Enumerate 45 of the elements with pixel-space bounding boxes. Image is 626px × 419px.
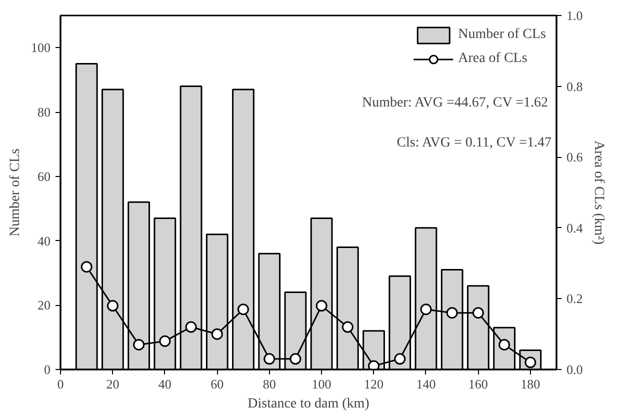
x-tick-label: 0 [57, 376, 64, 392]
point [264, 353, 276, 365]
point [316, 300, 328, 312]
annotation: Number: AVG =44.67, CV =1.62 [362, 96, 548, 110]
annotation: Cls: AVG = 0.11, CV =1.47 [396, 136, 552, 150]
y-tick-label: 80 [38, 104, 50, 120]
x-tick-label: 140 [416, 376, 436, 392]
x-tick-label: 20 [106, 376, 120, 392]
point [420, 304, 432, 316]
y2-tick-label: 0.0 [566, 362, 583, 377]
y-tick-label: 0 [44, 362, 50, 377]
y2-tick-label: 0.6 [566, 150, 584, 165]
point [394, 353, 406, 365]
legend-label: Area of CLs [458, 51, 528, 67]
y-tick-label: 60 [38, 168, 50, 184]
point [472, 307, 484, 319]
x-tick-label: 160 [468, 376, 488, 392]
point [342, 321, 354, 333]
x-tick-label: 40 [158, 376, 172, 392]
y2-tick-label: 0.8 [566, 78, 583, 94]
point [446, 307, 458, 319]
y-axis-title: Number of CLs [8, 148, 23, 236]
y2-tick-label: 0.2 [566, 291, 583, 306]
x-axis-title: Distance to dam (km) [248, 396, 370, 412]
point [237, 304, 249, 316]
x-tick-label: 120 [364, 376, 384, 392]
x-tick-label: 80 [262, 376, 276, 392]
y-tick-label: 20 [38, 298, 50, 313]
y-tick-label: 100 [31, 40, 50, 56]
y2-axis-title: Area of CLs (km²) [590, 140, 606, 245]
y2-tick-label: 0.4 [566, 220, 584, 236]
x-tick-label: 180 [520, 376, 540, 392]
point [80, 261, 92, 273]
legend-label: Number of CLs [458, 27, 546, 43]
y-tick-label: 40 [38, 233, 50, 248]
point [106, 300, 118, 312]
x-tick-label: 60 [210, 376, 224, 392]
x-tick-label: 100 [312, 376, 332, 392]
point [185, 321, 197, 333]
point [368, 360, 380, 370]
point [159, 335, 171, 347]
point [290, 353, 302, 365]
y2-tick-label: 1.0 [566, 8, 583, 23]
point [211, 328, 223, 340]
point [133, 338, 145, 350]
